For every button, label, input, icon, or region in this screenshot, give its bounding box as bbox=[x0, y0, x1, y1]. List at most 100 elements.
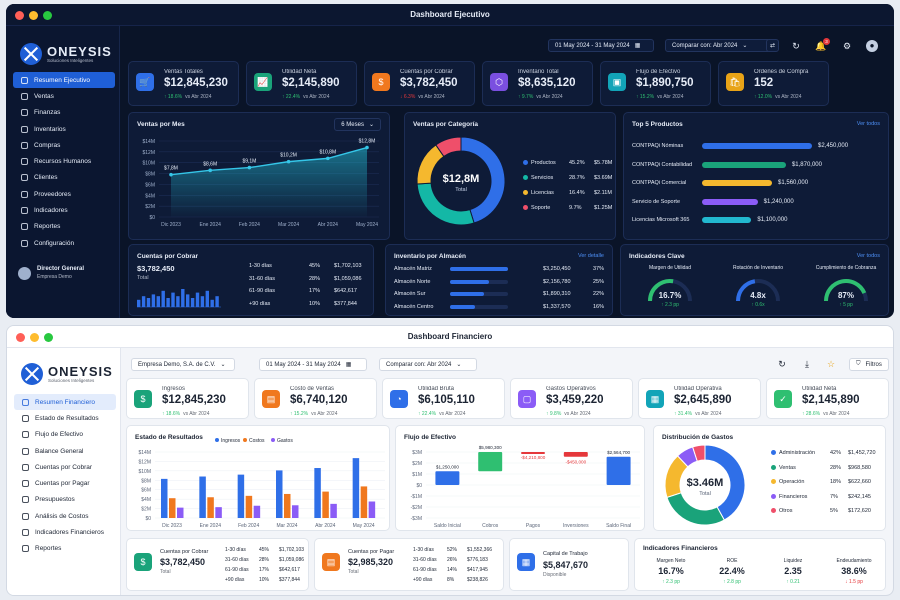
legend-swatch bbox=[523, 190, 528, 196]
close-window-button[interactable] bbox=[16, 333, 25, 342]
product-value: $1,100,000 bbox=[757, 217, 788, 223]
period-select[interactable]: 6 Meses ⌄ bbox=[334, 118, 381, 131]
x-tick-label: Ene 2024 bbox=[199, 222, 221, 228]
x-tick-label: Abr 2024 bbox=[318, 222, 339, 228]
aging-range: 61-90 días bbox=[249, 288, 275, 294]
sidebar-item-6[interactable]: Clientes bbox=[13, 170, 115, 186]
gear-icon[interactable]: ⚙ bbox=[842, 41, 852, 51]
filters-button[interactable]: ⛉ Filtros bbox=[849, 358, 889, 371]
y-tick-label: -$3M bbox=[411, 516, 422, 522]
sidebar-item-10[interactable]: Configuración bbox=[13, 235, 115, 251]
date-range-value: 01 May 2024 - 31 May 2024 bbox=[266, 361, 341, 368]
bar bbox=[292, 505, 299, 518]
spark-bar bbox=[215, 296, 219, 307]
sidebar-item-2[interactable]: Flujo de Efectivo bbox=[14, 427, 116, 443]
sidebar-item-9[interactable]: Reportes bbox=[14, 541, 116, 557]
close-window-button[interactable] bbox=[15, 11, 24, 20]
sidebar-item-9[interactable]: Reportes bbox=[13, 219, 115, 235]
spark-bar bbox=[181, 289, 185, 307]
bell-icon[interactable]: 🔔 bbox=[815, 41, 827, 51]
legend-pct: 9.7% bbox=[569, 205, 582, 211]
maximize-window-button[interactable] bbox=[44, 333, 53, 342]
arrow-up-icon: ↑ bbox=[418, 411, 422, 417]
sidebar-item-5[interactable]: Cuentas por Pagar bbox=[14, 475, 116, 491]
star-icon[interactable]: ☆ bbox=[826, 359, 836, 369]
company-select[interactable]: Empresa Demo, S.A. de C.V. ⌄ bbox=[131, 358, 235, 371]
sidebar-item-label: Indicadores Financieros bbox=[35, 529, 105, 537]
aging-amount: $238,826 bbox=[467, 577, 488, 583]
view-detail-link[interactable]: Ver detalle bbox=[578, 253, 604, 259]
sidebar-item-6[interactable]: Presupuestos bbox=[14, 492, 116, 508]
refresh-icon[interactable]: ↻ bbox=[792, 41, 800, 51]
nav-icon bbox=[22, 447, 29, 455]
download-icon[interactable]: ⤓ bbox=[805, 359, 809, 369]
aging-range: 31-60 días bbox=[225, 557, 249, 563]
sidebar-item-7[interactable]: Proveedores bbox=[13, 186, 115, 202]
logo-name: ONEYSIS bbox=[47, 43, 112, 59]
compare-select[interactable]: Comparar con: Abr 2024 ⌄ bbox=[379, 358, 477, 371]
user-profile[interactable]: Director General Empresa Demo bbox=[18, 266, 84, 280]
minimize-window-button[interactable] bbox=[30, 333, 39, 342]
dollar-icon: $ bbox=[134, 553, 152, 571]
arrow-up-icon: ↑ bbox=[802, 411, 806, 417]
sidebar-item-8[interactable]: Indicadores bbox=[13, 202, 115, 218]
product-value: $1,560,000 bbox=[778, 180, 809, 186]
data-label: -$450,000 bbox=[565, 460, 586, 465]
calendar-icon: ▦ bbox=[634, 43, 641, 49]
date-range-picker[interactable]: 01 May 2024 - 31 May 2024 ▦ bbox=[259, 358, 367, 371]
refresh-icon[interactable]: ↻ bbox=[778, 359, 786, 369]
sidebar-item-3[interactable]: Balance General bbox=[14, 443, 116, 459]
sidebar-item-0[interactable]: Resumen Ejecutivo bbox=[13, 72, 115, 89]
sidebar-item-label: Indicadores bbox=[34, 207, 68, 215]
sidebar-item-1[interactable]: Ventas bbox=[13, 88, 115, 104]
kpi-delta-value: 6.3% bbox=[403, 94, 416, 100]
legend-amount: $622,660 bbox=[848, 479, 871, 485]
arrow-up-icon: ↑ bbox=[546, 411, 550, 417]
minimize-window-button[interactable] bbox=[29, 11, 38, 20]
sidebar-item-2[interactable]: Finanzas bbox=[13, 105, 115, 121]
donut-slice bbox=[704, 444, 746, 521]
user-company: Empresa Demo bbox=[37, 274, 72, 280]
date-range-picker[interactable]: 01 May 2024 - 31 May 2024 ▦ bbox=[548, 39, 654, 52]
kpi-delta-value: 18.6% bbox=[165, 411, 181, 417]
sidebar-item-0[interactable]: Resumen Financiero bbox=[14, 394, 116, 411]
waterfall-bar bbox=[606, 456, 631, 485]
sidebar-item-4[interactable]: Compras bbox=[13, 137, 115, 153]
data-point bbox=[169, 172, 173, 177]
bar bbox=[199, 476, 206, 518]
warehouse-amount: $1,337,570 bbox=[543, 303, 571, 310]
legend-name: Servicios bbox=[531, 175, 554, 181]
aging-range: 1-30 días bbox=[413, 547, 434, 553]
legend-pct: 28.7% bbox=[569, 175, 585, 181]
arrow-up-icon: ↑ bbox=[754, 94, 758, 100]
sidebar-item-5[interactable]: Recursos Humanos bbox=[13, 153, 115, 169]
y-tick-label: $10M bbox=[138, 469, 151, 475]
kpi-card: 📈 Utilidad Neta $2,145,890 ↑ 22.4% vs Abr 20… bbox=[246, 61, 357, 106]
view-all-link[interactable]: Ver todos bbox=[856, 253, 880, 259]
sidebar-item-8[interactable]: Indicadores Financieros bbox=[14, 524, 116, 540]
sidebar-item-4[interactable]: Cuentas por Cobrar bbox=[14, 459, 116, 475]
warehouse-amount: $3,250,450 bbox=[543, 266, 571, 272]
aging-range: 31-60 días bbox=[249, 275, 275, 282]
y-tick-label: $2M bbox=[412, 461, 422, 467]
arrow-up-icon: ↑ bbox=[282, 94, 286, 100]
spark-bar bbox=[161, 290, 165, 307]
sidebar-item-3[interactable]: Inventarios bbox=[13, 121, 115, 137]
user-menu-icon[interactable]: ● bbox=[866, 40, 878, 52]
view-all-link[interactable]: Ver todos bbox=[856, 121, 880, 127]
aging-pct: 28% bbox=[309, 275, 321, 282]
swap-compare-button[interactable]: ⇄ bbox=[766, 39, 779, 52]
kpi-compare: vs Abr 2024 bbox=[775, 94, 802, 100]
kpi-card: ⬡ Inventario Total $8,635,120 ↑ 9.7% vs Abr … bbox=[482, 61, 593, 106]
x-tick-label: May 2024 bbox=[353, 523, 375, 529]
maximize-window-button[interactable] bbox=[43, 11, 52, 20]
sidebar-item-label: Proveedores bbox=[34, 190, 71, 198]
x-tick-label: Ene 2024 bbox=[200, 523, 222, 529]
payables-value: $2,985,320 bbox=[348, 557, 394, 567]
compare-select[interactable]: Comparar con: Abr 2024 ⌄ bbox=[665, 39, 771, 52]
product-value: $2,450,000 bbox=[818, 143, 849, 149]
sidebar-item-7[interactable]: Análisis de Costos bbox=[14, 508, 116, 524]
spark-bar bbox=[205, 290, 209, 307]
sidebar-item-1[interactable]: Estado de Resultados bbox=[14, 410, 116, 426]
aging-pct: 8% bbox=[447, 577, 455, 583]
